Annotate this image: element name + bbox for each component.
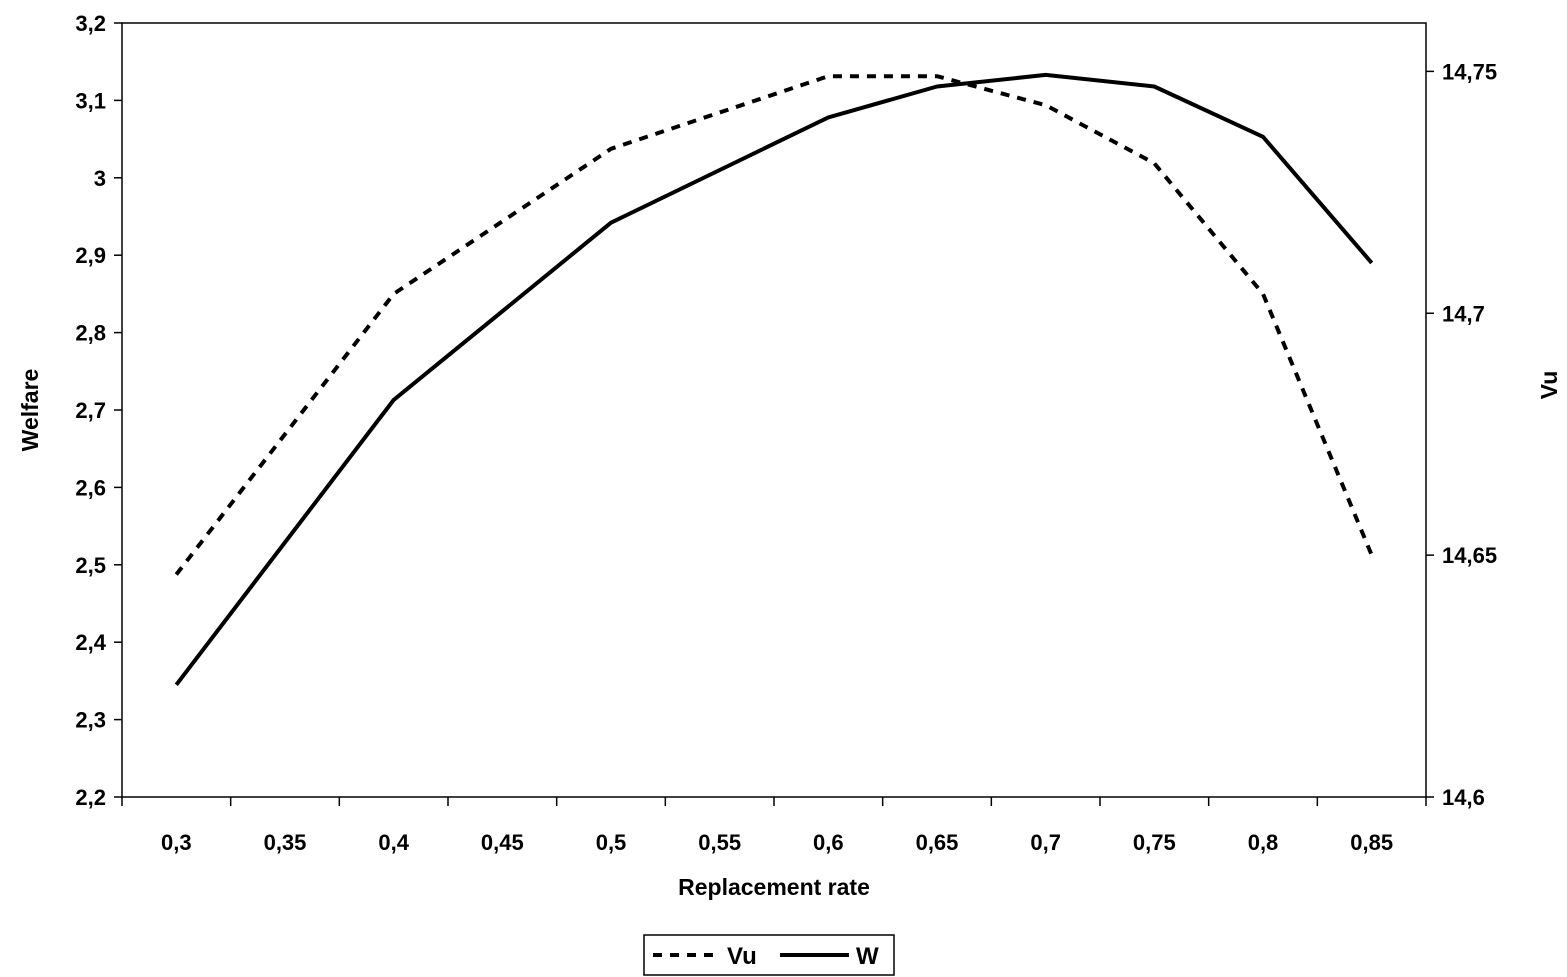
x-tick-label: 0,35 <box>264 830 307 855</box>
y-left-tick-label: 2,7 <box>75 398 106 423</box>
y-left-tick-label: 3 <box>94 166 106 191</box>
y-left-tick-label: 3,2 <box>75 11 106 36</box>
series-line-w <box>174 72 1374 687</box>
y-left-tick-label: 2,3 <box>75 708 106 733</box>
x-tick-label: 0,75 <box>1133 830 1176 855</box>
x-tick-label: 0,8 <box>1248 830 1279 855</box>
y-left-tick-label: 2,2 <box>75 785 106 810</box>
y-right-tick-label: 14,75 <box>1442 59 1497 84</box>
y-left-tick-label: 2,5 <box>75 553 106 578</box>
y-right-axis-title: Vu <box>1536 371 1562 400</box>
y-left-tick-label: 2,6 <box>75 475 106 500</box>
x-tick-label: 0,3 <box>161 830 192 855</box>
y-left-axis-title: Welfare <box>17 369 43 452</box>
x-tick-label: 0,7 <box>1030 830 1061 855</box>
series-line-vu <box>174 74 1374 576</box>
plot-area-frame <box>121 22 1427 798</box>
y-right-ticks-group: 14,6 14,65 14,7 14,75 <box>1426 59 1497 810</box>
x-tick-label: 0,65 <box>916 830 959 855</box>
legend-label-w: W <box>856 943 879 970</box>
x-ticks-group: 0,3 0,35 0,4 0,45 0,5 0,55 0,6 0,65 0,7 0,75 0,8 0,… <box>121 797 1427 855</box>
x-tick-label: 0,55 <box>698 830 741 855</box>
y-left-tick-label: 3,1 <box>75 88 106 113</box>
y-left-ticks-group: 2,2 2,3 2,4 2,5 2,6 2,7 2,8 2,9 3 3,1 3,2 <box>75 11 122 810</box>
y-right-tick-label: 14,65 <box>1442 543 1497 568</box>
x-tick-label: 0,4 <box>378 830 409 855</box>
legend-label-vu: Vu <box>727 943 757 970</box>
y-right-tick-label: 14,6 <box>1442 785 1485 810</box>
axes-group <box>121 22 1427 798</box>
y-left-tick-label: 2,8 <box>75 321 106 346</box>
x-tick-label: 0,85 <box>1350 830 1393 855</box>
x-axis-title: Replacement rate <box>678 874 870 900</box>
x-tick-label: 0,45 <box>481 830 524 855</box>
x-tick-label: 0,6 <box>813 830 844 855</box>
y-left-tick-label: 2,9 <box>75 243 106 268</box>
legend: Vu W <box>643 934 895 976</box>
y-left-tick-label: 2,4 <box>75 630 106 655</box>
legend-box <box>643 934 895 976</box>
series-group <box>174 72 1374 687</box>
x-tick-label: 0,5 <box>596 830 627 855</box>
y-right-tick-label: 14,7 <box>1442 301 1485 326</box>
